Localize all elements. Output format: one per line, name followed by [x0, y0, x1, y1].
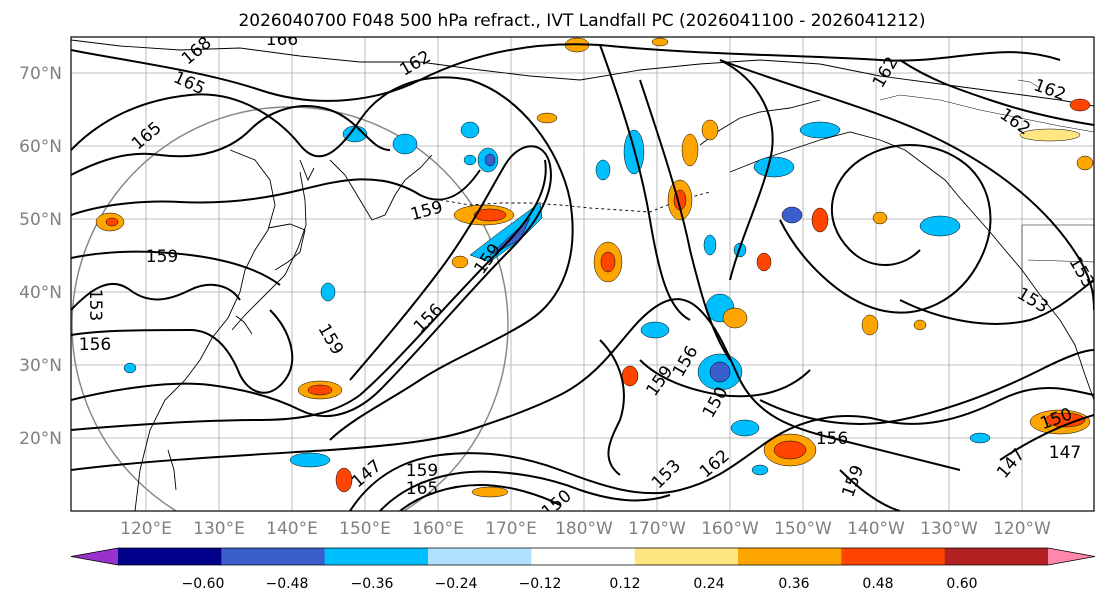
colorbar-tick-labels: −0.60 −0.48 −0.36 −0.24 −0.12 0.12 0.24 …: [182, 576, 978, 592]
latitude-labels: 70°N 60°N 50°N 40°N 30°N 20°N: [19, 64, 62, 449]
colorbar-tick: 0.36: [778, 576, 809, 592]
colorbar-tick: 0.48: [862, 576, 893, 592]
colorbar-segments: [70, 547, 1096, 566]
colorbar-segment: [944, 548, 1049, 565]
contour-label: 159: [146, 247, 178, 267]
lat-label: 40°N: [19, 283, 62, 303]
longitude-labels: 120°E 130°E 140°E 150°E 160°E 170°E 180°…: [120, 519, 1051, 539]
coastlines: [71, 39, 1094, 511]
contour-label: 156: [79, 335, 111, 355]
colorbar-tick: −0.24: [435, 576, 478, 592]
colorbar-tick: −0.48: [266, 576, 309, 592]
map-background: [71, 37, 1094, 511]
colorbar-segment: [841, 548, 946, 565]
lon-label: 140°E: [266, 519, 318, 539]
lon-label: 120°W: [993, 519, 1051, 539]
contour-label: 147: [1049, 443, 1081, 463]
refractivity-patches: [95, 37, 1094, 498]
lon-label: 130°W: [920, 519, 978, 539]
contour-label: 166: [266, 30, 298, 50]
colorbar-tick: 0.12: [609, 576, 640, 592]
colorbar-segment: [531, 548, 636, 565]
lon-label: 150°W: [774, 519, 832, 539]
lon-label: 170°W: [628, 519, 686, 539]
lon-label: 120°E: [120, 519, 172, 539]
contour-label: 159: [406, 461, 438, 481]
colorbar-segment: [221, 548, 326, 565]
contour-label: 156: [816, 429, 848, 449]
height-contours: [71, 43, 1094, 511]
colorbar-segment: [634, 548, 739, 565]
colorbar-segment: [118, 548, 222, 565]
colorbar: −0.60 −0.48 −0.36 −0.24 −0.12 0.12 0.24 …: [70, 547, 1096, 592]
colorbar-segment: [738, 548, 842, 565]
lat-label: 60°N: [19, 137, 62, 157]
lon-label: 180°W: [555, 519, 613, 539]
colorbar-tick: 0.60: [946, 576, 977, 592]
colorbar-tick: −0.12: [519, 576, 562, 592]
lat-label: 50°N: [19, 210, 62, 230]
lon-label: 130°E: [193, 519, 245, 539]
colorbar-extend-left: [71, 548, 118, 565]
lon-label: 140°W: [847, 519, 905, 539]
colorbar-segment: [324, 548, 429, 565]
colorbar-extend-right: [1048, 548, 1095, 565]
lat-label: 70°N: [19, 64, 62, 84]
lon-label: 160°W: [701, 519, 759, 539]
contour-label: 153: [85, 289, 105, 321]
colorbar-segment: [428, 548, 532, 565]
map-frame: [70, 36, 1095, 512]
lon-label: 160°E: [412, 519, 464, 539]
lat-label: 20°N: [19, 429, 62, 449]
map-area: 168 166 165 165 162 162 162 162 162 159 …: [71, 30, 1094, 511]
colorbar-tick: −0.36: [351, 576, 394, 592]
map-title: 2026040700 F048 500 hPa refract., IVT La…: [238, 11, 925, 31]
gridlines: [71, 37, 1094, 511]
contour-label: 165: [406, 479, 438, 499]
lat-label: 30°N: [19, 356, 62, 376]
lon-label: 150°E: [339, 519, 391, 539]
colorbar-tick: −0.60: [182, 576, 225, 592]
colorbar-tick: 0.24: [693, 576, 724, 592]
colorbar-outline: [70, 547, 1096, 566]
lon-label: 170°E: [485, 519, 537, 539]
